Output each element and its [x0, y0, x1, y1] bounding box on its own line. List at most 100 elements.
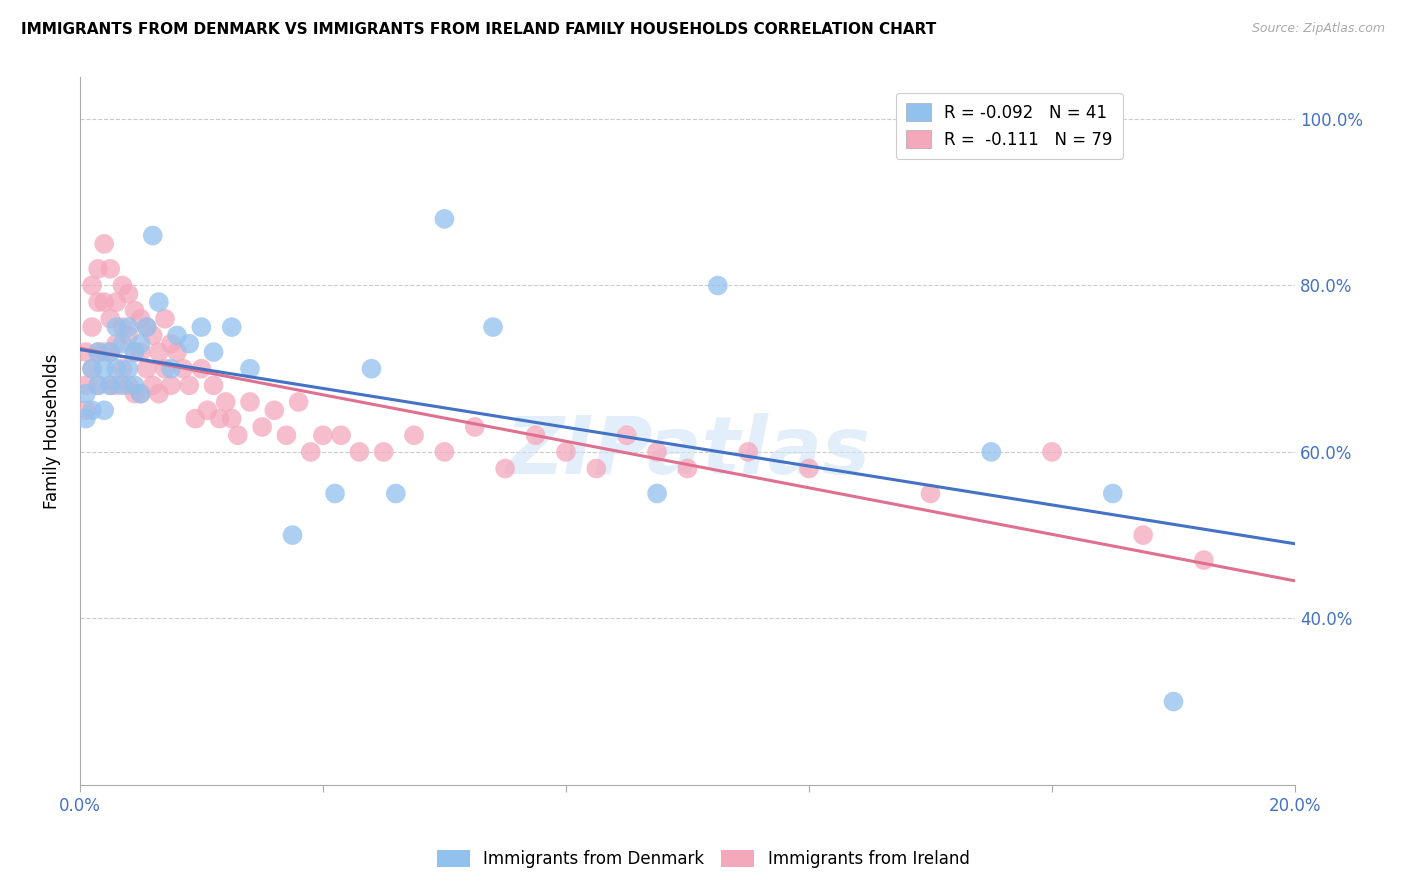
Point [190, 320, 212, 334]
Point [645, 486, 668, 500]
Point [153, 361, 176, 376]
Point [142, 328, 165, 343]
Point [87, 261, 110, 276]
Legend: Immigrants from Denmark, Immigrants from Ireland: Immigrants from Denmark, Immigrants from… [430, 843, 976, 875]
Point [202, 345, 225, 359]
Point [402, 428, 425, 442]
Point [80, 278, 103, 293]
Point [263, 403, 285, 417]
Point [80, 403, 103, 417]
Point [373, 445, 395, 459]
Point [148, 295, 170, 310]
Point [111, 336, 134, 351]
Point [276, 428, 298, 442]
Point [645, 445, 668, 459]
Point [87, 378, 110, 392]
Point [117, 378, 139, 392]
Point [93, 361, 115, 376]
Point [464, 420, 486, 434]
Point [385, 486, 408, 500]
Point [98, 378, 121, 392]
Point [190, 361, 212, 376]
Point [135, 361, 157, 376]
Point [111, 278, 134, 293]
Point [312, 428, 335, 442]
Point [482, 320, 505, 334]
Point [197, 403, 219, 417]
Point [93, 345, 115, 359]
Point [111, 320, 134, 334]
Point [239, 395, 262, 409]
Point [129, 336, 152, 351]
Point [117, 320, 139, 334]
Point [98, 261, 121, 276]
Point [117, 328, 139, 343]
Point [148, 345, 170, 359]
Point [93, 403, 115, 417]
Point [111, 378, 134, 392]
Point [226, 428, 249, 442]
Point [202, 378, 225, 392]
Point [80, 361, 103, 376]
Point [980, 445, 1002, 459]
Point [111, 361, 134, 376]
Point [135, 320, 157, 334]
Point [129, 311, 152, 326]
Point [142, 228, 165, 243]
Point [93, 295, 115, 310]
Point [75, 386, 97, 401]
Point [179, 336, 201, 351]
Point [360, 361, 382, 376]
Point [129, 345, 152, 359]
Point [160, 378, 183, 392]
Point [129, 386, 152, 401]
Point [75, 345, 97, 359]
Point [1192, 553, 1215, 567]
Point [287, 395, 309, 409]
Point [1101, 486, 1123, 500]
Point [87, 378, 110, 392]
Point [215, 395, 238, 409]
Point [349, 445, 371, 459]
Point [87, 345, 110, 359]
Point [105, 361, 128, 376]
Point [142, 378, 165, 392]
Point [124, 345, 146, 359]
Point [221, 411, 243, 425]
Point [105, 336, 128, 351]
Legend: R = -0.092   N = 41, R =  -0.111   N = 79: R = -0.092 N = 41, R = -0.111 N = 79 [896, 93, 1122, 159]
Point [221, 320, 243, 334]
Point [98, 345, 121, 359]
Point [160, 336, 183, 351]
Point [124, 378, 146, 392]
Point [80, 361, 103, 376]
Point [153, 311, 176, 326]
Point [75, 403, 97, 417]
Point [250, 420, 273, 434]
Point [105, 378, 128, 392]
Point [1132, 528, 1154, 542]
Point [124, 386, 146, 401]
Point [707, 278, 730, 293]
Point [281, 528, 304, 542]
Point [75, 378, 97, 392]
Text: IMMIGRANTS FROM DENMARK VS IMMIGRANTS FROM IRELAND FAMILY HOUSEHOLDS CORRELATION: IMMIGRANTS FROM DENMARK VS IMMIGRANTS FR… [21, 22, 936, 37]
Point [616, 428, 638, 442]
Point [98, 378, 121, 392]
Point [166, 328, 188, 343]
Point [166, 345, 188, 359]
Point [179, 378, 201, 392]
Point [494, 461, 516, 475]
Point [239, 361, 262, 376]
Point [1163, 694, 1185, 708]
Text: Source: ZipAtlas.com: Source: ZipAtlas.com [1251, 22, 1385, 36]
Point [208, 411, 231, 425]
Point [299, 445, 322, 459]
Point [433, 445, 456, 459]
Point [920, 486, 942, 500]
Point [330, 428, 353, 442]
Point [797, 461, 820, 475]
Point [105, 295, 128, 310]
Point [98, 345, 121, 359]
Point [148, 386, 170, 401]
